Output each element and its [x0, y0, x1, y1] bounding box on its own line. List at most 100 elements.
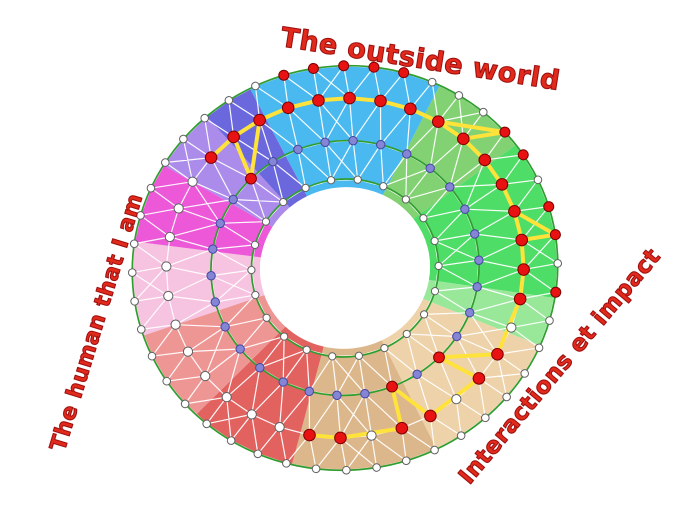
node-white	[251, 81, 260, 91]
node-white	[372, 463, 381, 472]
node-red	[312, 94, 325, 107]
node-white	[402, 329, 411, 339]
node-white	[328, 352, 337, 361]
node-white	[379, 182, 388, 191]
node-white	[202, 419, 212, 429]
node-white	[279, 197, 288, 207]
node-white	[226, 436, 236, 445]
node-purple	[278, 377, 288, 387]
node-red	[424, 409, 437, 423]
node-white	[454, 91, 464, 100]
node-white	[280, 332, 289, 341]
node-white	[164, 231, 175, 243]
node-white	[326, 176, 336, 185]
node-white	[130, 297, 139, 306]
node-purple	[348, 135, 358, 146]
node-white	[401, 195, 410, 204]
node-white	[430, 287, 440, 296]
node-white	[534, 343, 544, 353]
node-red	[457, 132, 470, 146]
node-white	[342, 465, 351, 475]
node-red	[374, 94, 387, 108]
node-red	[433, 351, 445, 364]
node-purple	[360, 388, 370, 399]
node-purple	[210, 297, 220, 307]
node-purple	[304, 386, 314, 397]
node-red	[499, 126, 511, 138]
node-white	[147, 351, 157, 361]
node-red	[478, 153, 492, 167]
node-white	[180, 399, 190, 409]
node-white	[173, 203, 184, 214]
node-purple	[320, 137, 330, 148]
node-white	[506, 322, 517, 333]
node-white	[434, 261, 443, 271]
node-red	[549, 229, 561, 241]
node-purple	[474, 255, 484, 265]
node-white	[262, 313, 271, 322]
node-red	[495, 178, 509, 191]
node-white	[419, 214, 428, 223]
node-white	[380, 343, 389, 353]
node-purple	[470, 229, 480, 239]
node-white	[253, 449, 263, 459]
node-white	[282, 459, 291, 468]
node-white	[136, 211, 145, 220]
node-white	[247, 265, 256, 275]
node-red	[431, 115, 445, 128]
node-white	[200, 370, 211, 382]
node-red	[245, 172, 257, 185]
node-red	[515, 233, 529, 247]
node-red	[517, 149, 529, 161]
node-purple	[425, 163, 435, 173]
node-purple	[376, 139, 386, 150]
node-purple	[445, 182, 455, 192]
node-white	[250, 240, 260, 249]
node-white	[170, 319, 181, 330]
node-white	[301, 183, 310, 193]
node-purple	[332, 390, 342, 401]
node-white	[451, 394, 462, 405]
node-white	[129, 239, 139, 249]
node-white	[274, 422, 285, 433]
node-red	[227, 130, 240, 144]
node-white	[251, 290, 260, 300]
node-purple	[452, 331, 462, 342]
node-red	[281, 101, 295, 115]
node-white	[136, 325, 146, 334]
node-purple	[402, 149, 412, 159]
node-purple	[235, 344, 245, 354]
node-white	[353, 175, 362, 184]
node-red	[253, 113, 266, 127]
node-white	[502, 392, 511, 402]
node-white	[545, 316, 554, 325]
node-red	[543, 201, 555, 213]
node-red	[404, 102, 417, 116]
node-purple	[208, 244, 218, 254]
node-red	[338, 60, 350, 72]
node-purple	[460, 204, 470, 214]
node-white	[456, 431, 466, 440]
node-white	[200, 113, 209, 123]
node-red	[204, 151, 218, 164]
node-white	[162, 376, 172, 386]
node-white	[246, 409, 257, 420]
node-white	[179, 134, 188, 144]
node-white	[163, 290, 174, 302]
node-purple	[255, 363, 265, 373]
node-red	[303, 428, 316, 442]
node-purple	[465, 307, 475, 318]
node-purple	[412, 369, 422, 379]
node-white	[520, 369, 529, 378]
node-purple	[293, 144, 303, 155]
node-white	[366, 430, 377, 441]
node-red	[398, 67, 410, 79]
node-red	[343, 91, 356, 105]
node-red	[334, 431, 347, 445]
node-white	[261, 217, 271, 226]
node-purple	[220, 322, 230, 332]
node-white	[302, 345, 311, 354]
node-white	[533, 175, 543, 185]
